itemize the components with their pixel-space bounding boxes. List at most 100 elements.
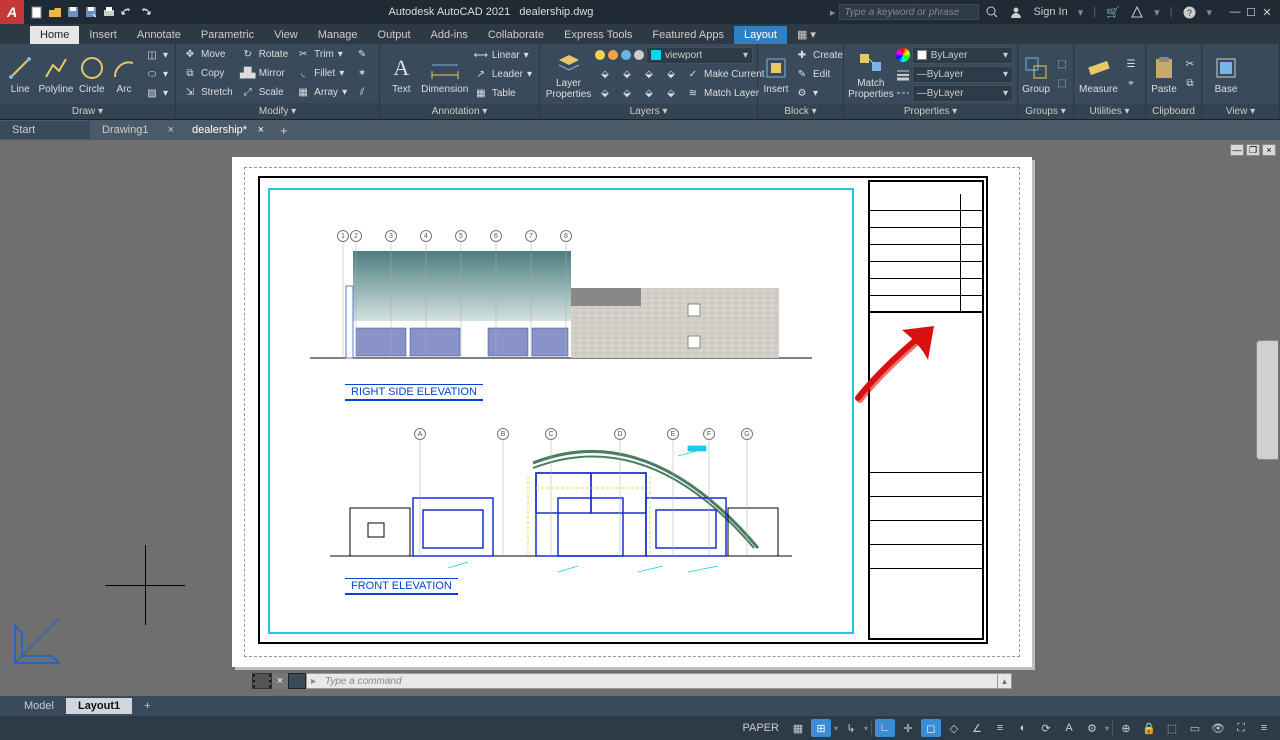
arc-button[interactable]: Arc bbox=[110, 46, 138, 102]
leader-button[interactable]: ↗Leader ▾ bbox=[471, 66, 535, 83]
infer-toggle[interactable]: ↳ bbox=[841, 719, 861, 737]
filetab-dealership[interactable]: dealership*× bbox=[180, 121, 270, 139]
linear-button[interactable]: ⟷Linear ▾ bbox=[471, 47, 535, 64]
base-button[interactable]: Base bbox=[1206, 46, 1246, 102]
draw-misc1[interactable]: ◫▾ bbox=[142, 47, 171, 64]
copy-button[interactable]: ⧉Copy bbox=[180, 65, 236, 82]
cut-button[interactable]: ✂ bbox=[1180, 56, 1200, 73]
tab-annotate[interactable]: Annotate bbox=[127, 26, 191, 44]
panel-block-title[interactable]: Block ▾ bbox=[758, 104, 843, 119]
matchlayer-button[interactable]: ≋Match Layer bbox=[683, 85, 762, 102]
help-search-input[interactable]: Type a keyword or phrase bbox=[839, 4, 979, 20]
draw-misc3[interactable]: ▨▾ bbox=[142, 85, 171, 102]
color-wheel-icon[interactable] bbox=[896, 48, 910, 62]
tab-layout[interactable]: Layout bbox=[734, 26, 787, 44]
filetab-start[interactable]: Start bbox=[0, 121, 90, 139]
help-icon[interactable]: ? bbox=[1182, 5, 1196, 19]
layer-combo[interactable]: viewport▾ bbox=[646, 47, 753, 64]
model-tab[interactable]: Model bbox=[12, 698, 66, 714]
close-tab-icon[interactable]: × bbox=[258, 124, 264, 136]
stretch-button[interactable]: ⇲Stretch bbox=[180, 84, 236, 101]
offset-button[interactable]: ⫽ bbox=[352, 84, 372, 101]
circle-button[interactable]: Circle bbox=[76, 46, 108, 102]
tab-insert[interactable]: Insert bbox=[79, 26, 127, 44]
lineweight-toggle[interactable]: ≡ bbox=[990, 719, 1010, 737]
annomonitor[interactable]: 🔒 bbox=[1139, 719, 1159, 737]
tab-extra-icon[interactable]: ▦ ▾ bbox=[787, 25, 826, 44]
panel-view-title[interactable]: View ▾ bbox=[1202, 104, 1279, 119]
layout1-tab[interactable]: Layout1 bbox=[66, 698, 132, 714]
panel-properties-title[interactable]: Properties ▾ bbox=[844, 104, 1017, 119]
util-1[interactable]: ☰ bbox=[1121, 56, 1141, 73]
polar-toggle[interactable]: ✛ bbox=[898, 719, 918, 737]
drawing-area[interactable]: — ❐ × bbox=[0, 140, 1280, 696]
layer-tool-4[interactable]: ⬙ bbox=[661, 66, 681, 83]
qat-save-icon[interactable] bbox=[66, 5, 80, 19]
copyclip-button[interactable]: ⧉ bbox=[1180, 75, 1200, 92]
qat-redo-icon[interactable] bbox=[138, 5, 152, 19]
color-combo[interactable]: ByLayer▾ bbox=[912, 47, 1013, 64]
3dosnap-toggle[interactable]: ◇ bbox=[944, 719, 964, 737]
insert-button[interactable]: Insert bbox=[762, 46, 790, 102]
group-button[interactable]: Group bbox=[1022, 46, 1050, 102]
edit-block-button[interactable]: ✎Edit bbox=[792, 66, 846, 83]
explode-button[interactable]: ✶ bbox=[352, 65, 372, 82]
block-attr-button[interactable]: ⚙▾ bbox=[792, 85, 846, 102]
panel-layers-title[interactable]: Layers ▾ bbox=[540, 104, 757, 119]
search-icon[interactable] bbox=[985, 5, 999, 19]
qat-open-icon[interactable] bbox=[48, 5, 62, 19]
create-block-button[interactable]: ✚Create bbox=[792, 47, 846, 64]
panel-groups-title[interactable]: Groups ▾ bbox=[1018, 104, 1073, 119]
tab-collaborate[interactable]: Collaborate bbox=[478, 26, 554, 44]
rotate-button[interactable]: ↻Rotate bbox=[238, 46, 291, 63]
trim-button[interactable]: ✂Trim ▾ bbox=[293, 46, 350, 63]
layerprops-button[interactable]: Layer Properties bbox=[544, 46, 593, 102]
layer-tool-3[interactable]: ⬙ bbox=[639, 66, 659, 83]
maximize-button[interactable]: ☐ bbox=[1244, 5, 1258, 19]
panel-utilities-title[interactable]: Utilities ▾ bbox=[1074, 104, 1145, 119]
layer-tool-6[interactable]: ⬙ bbox=[617, 85, 637, 102]
tab-expresstools[interactable]: Express Tools bbox=[554, 26, 642, 44]
qat-undo-icon[interactable] bbox=[120, 5, 134, 19]
cmdline-history[interactable]: ▴ bbox=[998, 673, 1012, 689]
layer-tool-7[interactable]: ⬙ bbox=[639, 85, 659, 102]
qat-plot-icon[interactable] bbox=[102, 5, 116, 19]
tab-featuredapps[interactable]: Featured Apps bbox=[642, 26, 734, 44]
dimension-button[interactable]: Dimension bbox=[421, 46, 469, 102]
lineweight-combo[interactable]: — ByLayer▾ bbox=[912, 66, 1013, 83]
cmdline-close[interactable]: × bbox=[272, 673, 288, 689]
annoscale-toggle[interactable]: A bbox=[1059, 719, 1079, 737]
add-layout-tab[interactable]: + bbox=[132, 698, 162, 714]
doc-restore[interactable]: ❐ bbox=[1246, 144, 1260, 156]
tab-parametric[interactable]: Parametric bbox=[191, 26, 264, 44]
tab-view[interactable]: View bbox=[264, 26, 308, 44]
tab-manage[interactable]: Manage bbox=[308, 26, 368, 44]
measure-button[interactable]: Measure bbox=[1078, 46, 1119, 102]
otrack-toggle[interactable]: ∠ bbox=[967, 719, 987, 737]
polyline-button[interactable]: Polyline bbox=[38, 46, 73, 102]
close-button[interactable]: ✕ bbox=[1260, 5, 1274, 19]
array-button[interactable]: ▦Array ▾ bbox=[293, 84, 350, 101]
autocad-logo[interactable]: A bbox=[0, 0, 24, 24]
group-edit[interactable]: ⬚ bbox=[1052, 56, 1072, 73]
ungroup[interactable]: ⬚ bbox=[1052, 75, 1072, 92]
tab-home[interactable]: Home bbox=[30, 26, 79, 44]
cleanscreen-toggle[interactable]: ⛶ bbox=[1231, 719, 1251, 737]
line-button[interactable]: Line bbox=[4, 46, 36, 102]
qat-new-icon[interactable] bbox=[30, 5, 44, 19]
cmdline-grip[interactable]: ⋮⋮ bbox=[252, 673, 272, 689]
mirror-button[interactable]: ▟▙Mirror bbox=[238, 65, 291, 82]
paste-button[interactable]: Paste bbox=[1150, 46, 1178, 102]
panel-annotation-title[interactable]: Annotation ▾ bbox=[380, 104, 539, 119]
grid-toggle[interactable]: ▦ bbox=[788, 719, 808, 737]
new-tab-button[interactable]: + bbox=[270, 120, 298, 141]
share-icon[interactable]: ▸ bbox=[830, 6, 836, 19]
table-button[interactable]: ▦Table bbox=[471, 85, 535, 102]
scale-button[interactable]: ⤢Scale bbox=[238, 84, 291, 101]
osnap-toggle[interactable]: ◻ bbox=[921, 719, 941, 737]
cmdline-customize[interactable] bbox=[288, 673, 306, 689]
layer-tool-8[interactable]: ⬙ bbox=[661, 85, 681, 102]
text-button[interactable]: AText bbox=[384, 46, 419, 102]
minimize-button[interactable]: — bbox=[1228, 5, 1242, 19]
doc-minimize[interactable]: — bbox=[1230, 144, 1244, 156]
